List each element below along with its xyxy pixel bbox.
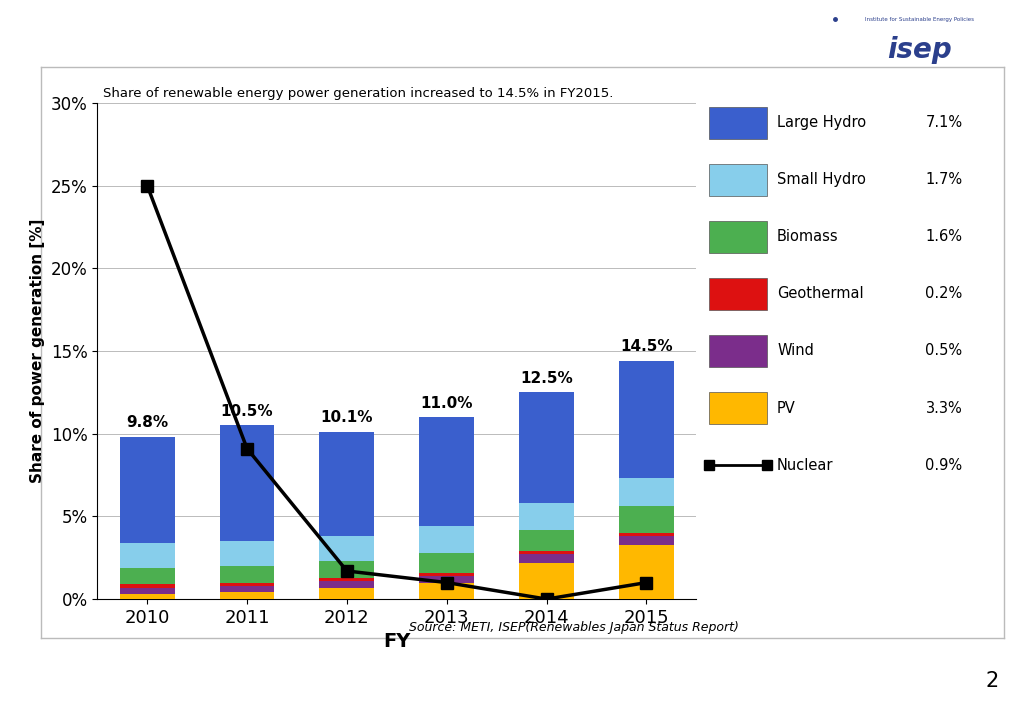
Bar [219,583,274,586]
Text: 3.3%: 3.3% [926,401,963,415]
Bar [519,392,574,503]
Text: Biomass: Biomass [777,229,839,245]
Bar [618,533,674,536]
Bar [120,584,175,588]
Bar [219,425,274,541]
Text: 0.5%: 0.5% [926,343,963,359]
Text: 2: 2 [985,671,998,691]
Text: Institute for Sustainable Energy Policies: Institute for Sustainable Energy Policie… [864,17,974,22]
Bar [519,563,574,599]
Bar [219,566,274,583]
Bar [120,543,175,568]
Bar [618,545,674,599]
Text: 14.5%: 14.5% [621,340,673,354]
Bar [618,479,674,506]
Bar [319,581,375,588]
Bar [519,551,574,554]
Text: 12.5%: 12.5% [520,371,573,386]
Bar [419,576,474,583]
Bar [618,506,674,533]
Bar [120,594,175,599]
FancyBboxPatch shape [710,164,767,196]
Bar [419,573,474,576]
FancyBboxPatch shape [710,278,767,310]
Text: 1.6%: 1.6% [926,229,963,245]
FancyBboxPatch shape [710,335,767,367]
Text: 0.9%: 0.9% [926,457,963,473]
Text: 10.1%: 10.1% [321,411,373,425]
FancyBboxPatch shape [710,392,767,424]
Text: 11.0%: 11.0% [421,396,473,411]
Text: Trends of Renewable Power Generation in Japan: Trends of Renewable Power Generation in … [26,48,1007,82]
Text: Wind: Wind [777,343,814,359]
Bar [419,417,474,526]
Bar [519,503,574,530]
Y-axis label: Share of power generation [%]: Share of power generation [%] [31,219,45,483]
FancyBboxPatch shape [824,7,1014,110]
Bar [120,568,175,584]
Bar [319,578,375,581]
Bar [219,541,274,566]
Bar [219,586,274,593]
Text: Geothermal: Geothermal [777,286,863,301]
Bar [419,583,474,599]
FancyBboxPatch shape [710,220,767,253]
Text: Source: METI, ISEP(Renewables Japan Status Report): Source: METI, ISEP(Renewables Japan Stat… [409,621,738,634]
Text: PV: PV [777,401,796,415]
Bar [120,437,175,543]
Text: Share of renewable energy power generation increased to 14.5% in FY2015.: Share of renewable energy power generati… [103,87,613,101]
Bar [419,526,474,553]
Text: Small Hydro: Small Hydro [777,172,866,187]
Bar [618,361,674,479]
Text: Nuclear: Nuclear [777,457,834,473]
Text: Large Hydro: Large Hydro [777,115,866,130]
Text: 7.1%: 7.1% [926,115,963,130]
Bar [319,561,375,578]
Bar [319,536,375,561]
FancyBboxPatch shape [710,106,767,139]
Bar [419,553,474,573]
Bar [519,554,574,563]
Bar [219,593,274,599]
Text: 1.7%: 1.7% [926,172,963,187]
X-axis label: FY: FY [383,632,411,652]
Text: 10.5%: 10.5% [221,404,273,419]
Text: isep: isep [887,36,951,65]
Text: 0.2%: 0.2% [926,286,963,301]
Bar [519,530,574,551]
Bar [319,588,375,599]
Text: 9.8%: 9.8% [126,415,168,430]
Bar [319,432,375,536]
Bar [120,588,175,594]
Bar [618,536,674,545]
